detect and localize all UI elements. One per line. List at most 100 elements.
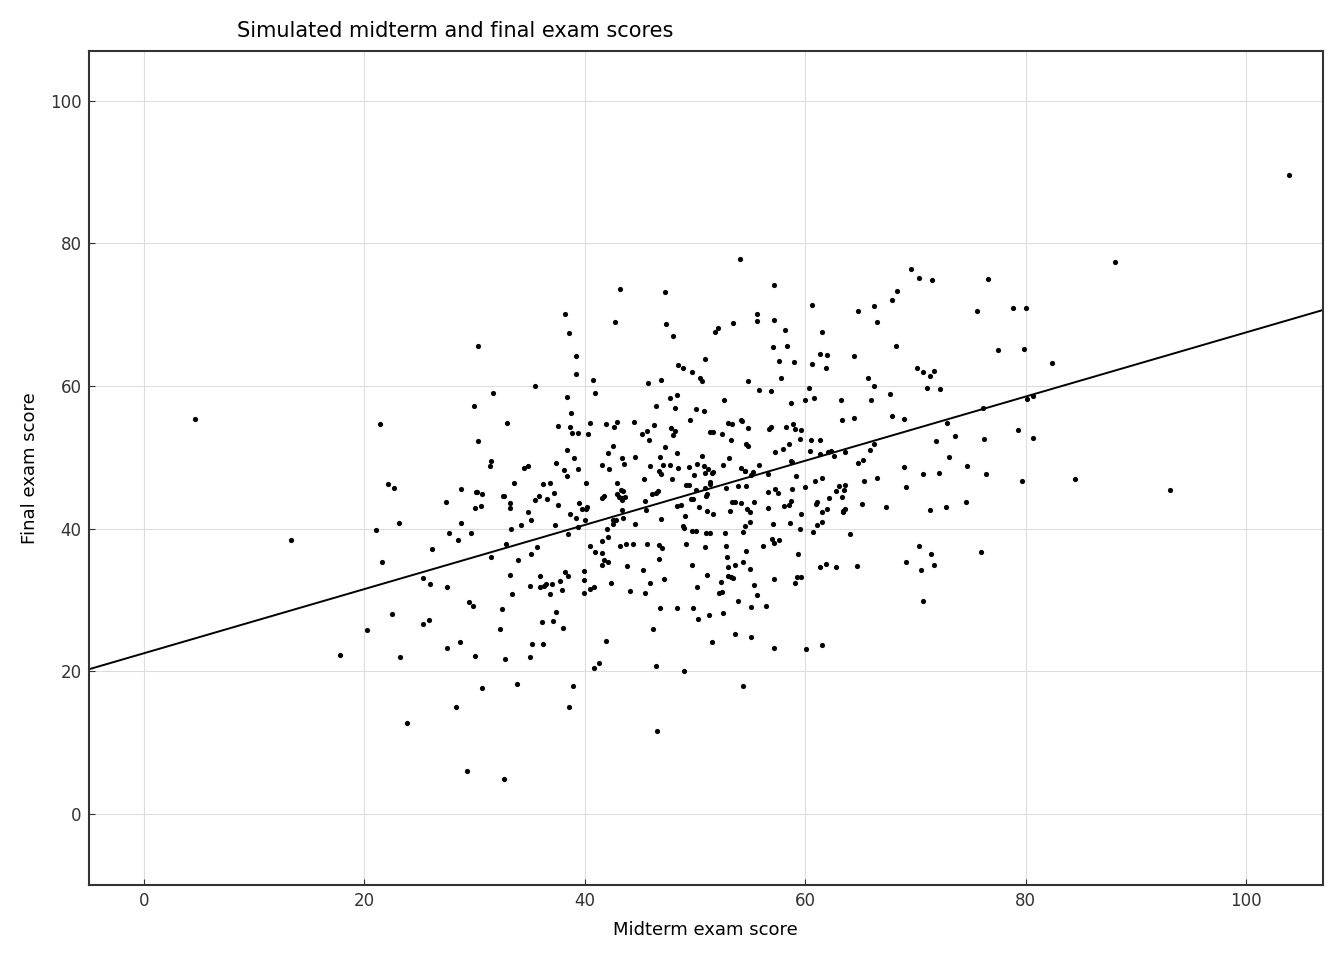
Point <box>683 601 704 616</box>
Point <box>798 380 820 396</box>
Point <box>648 483 669 498</box>
Point <box>641 487 663 502</box>
Point <box>702 635 723 650</box>
Point <box>741 599 762 614</box>
Point <box>832 505 853 520</box>
Point <box>763 312 785 327</box>
Point <box>472 681 493 696</box>
Point <box>575 501 597 516</box>
Point <box>606 487 628 502</box>
Point <box>712 458 734 473</box>
Point <box>497 416 519 431</box>
Point <box>761 384 782 399</box>
Point <box>794 641 816 657</box>
Point <box>612 502 633 517</box>
Point <box>437 640 458 656</box>
Point <box>587 656 609 671</box>
Point <box>496 536 517 551</box>
Point <box>839 526 860 541</box>
Point <box>610 491 632 506</box>
Point <box>816 348 837 363</box>
Point <box>435 494 457 510</box>
Point <box>886 338 907 353</box>
Point <box>577 500 598 516</box>
Point <box>851 497 872 513</box>
Point <box>648 464 669 479</box>
Point <box>667 600 688 615</box>
Point <box>966 302 988 318</box>
Point <box>585 544 606 560</box>
Point <box>559 420 581 435</box>
Point <box>1042 355 1063 371</box>
Point <box>612 511 633 526</box>
Point <box>591 490 613 505</box>
Point <box>847 559 868 574</box>
Point <box>528 488 550 503</box>
Point <box>781 454 802 469</box>
Point <box>956 494 977 510</box>
Point <box>613 483 634 498</box>
Point <box>1016 392 1038 407</box>
Point <box>892 412 914 427</box>
Point <box>835 501 856 516</box>
Point <box>383 480 405 495</box>
Point <box>778 497 800 513</box>
Point <box>809 446 831 462</box>
Point <box>724 494 746 510</box>
Point <box>642 621 664 636</box>
Point <box>366 522 387 538</box>
Point <box>800 432 821 447</box>
Point <box>825 560 847 575</box>
Point <box>616 559 637 574</box>
Point <box>614 489 636 504</box>
Point <box>462 598 484 613</box>
Point <box>747 382 769 397</box>
Point <box>558 699 579 714</box>
Point <box>569 495 590 511</box>
Point <box>636 536 657 551</box>
Point <box>781 493 802 509</box>
Point <box>653 571 675 587</box>
Point <box>699 474 720 490</box>
Point <box>382 606 403 621</box>
Point <box>935 499 957 515</box>
Point <box>667 358 688 373</box>
Point <box>923 364 945 379</box>
Point <box>598 462 620 477</box>
Point <box>727 479 749 494</box>
Point <box>977 272 999 287</box>
Point <box>480 453 501 468</box>
Point <box>1015 300 1036 316</box>
Point <box>738 373 759 389</box>
Point <box>919 369 941 384</box>
Point <box>625 516 646 531</box>
Point <box>794 392 816 407</box>
Point <box>735 543 757 559</box>
Point <box>711 574 732 589</box>
Point <box>922 273 943 288</box>
Point <box>521 636 543 652</box>
Point <box>492 601 513 616</box>
Point <box>558 325 579 341</box>
Point <box>972 400 993 416</box>
Point <box>598 555 620 570</box>
Point <box>703 424 724 440</box>
Point <box>645 398 667 414</box>
Point <box>650 540 672 556</box>
Point <box>699 424 720 440</box>
Point <box>723 316 745 331</box>
Point <box>913 365 934 380</box>
Point <box>663 328 684 344</box>
Point <box>612 451 633 467</box>
Point <box>681 492 703 507</box>
Point <box>743 494 765 510</box>
Point <box>599 575 621 590</box>
Point <box>685 456 707 471</box>
Point <box>818 491 840 506</box>
Point <box>668 461 689 476</box>
Point <box>546 604 567 619</box>
Point <box>730 412 751 427</box>
Point <box>731 413 753 428</box>
Point <box>667 387 688 402</box>
Point <box>800 444 821 459</box>
